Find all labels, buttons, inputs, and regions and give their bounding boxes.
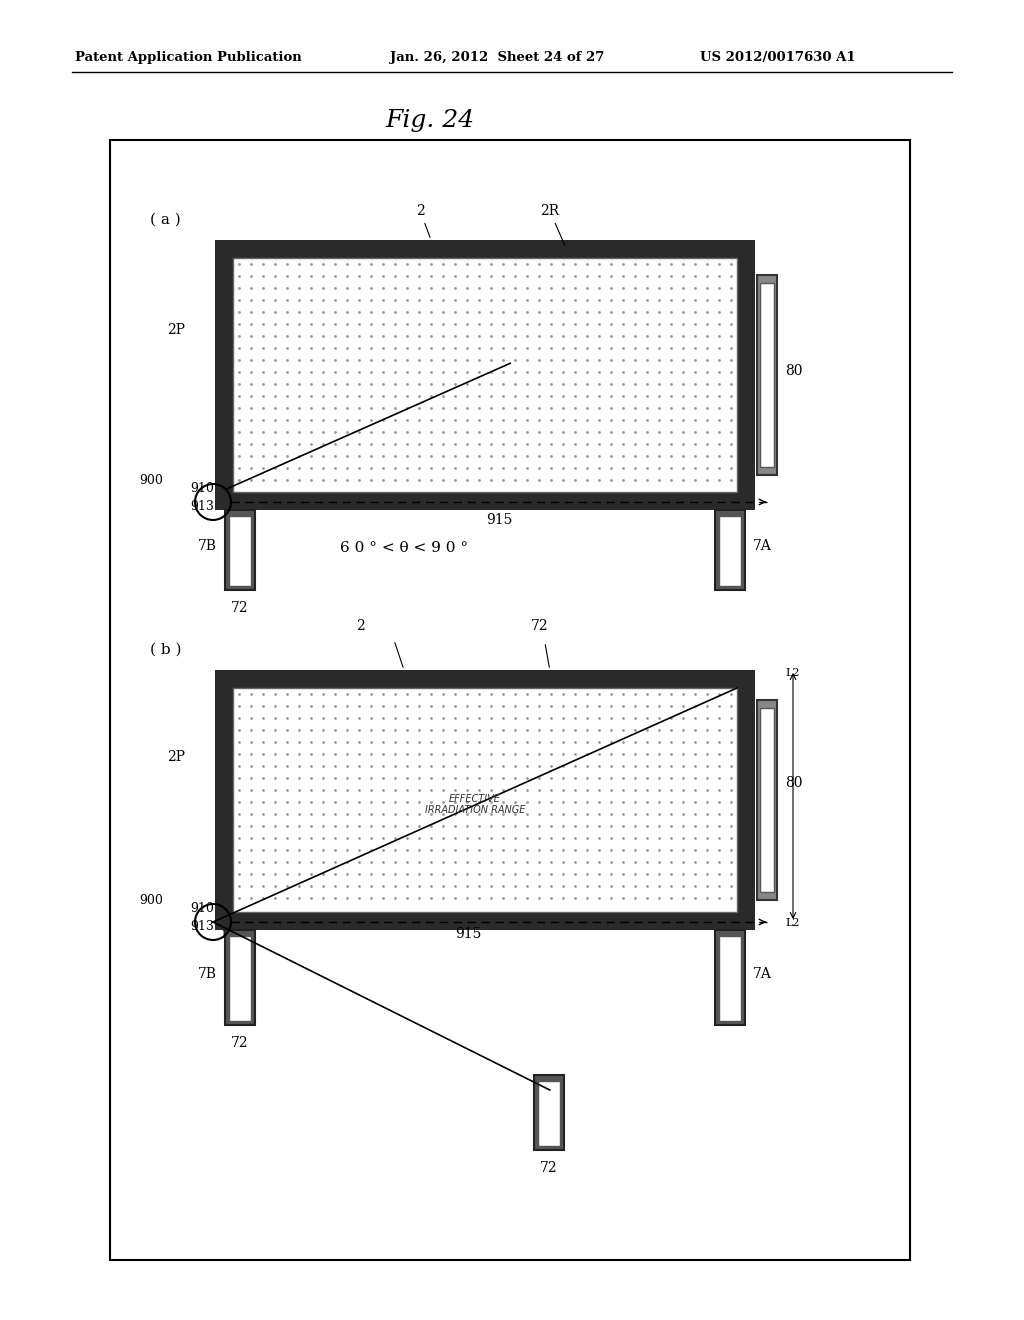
Bar — [229, 516, 251, 586]
Bar — [719, 936, 741, 1020]
Text: 2: 2 — [416, 205, 430, 238]
Bar — [757, 700, 777, 900]
Text: 7B: 7B — [198, 539, 217, 553]
Text: 7B: 7B — [198, 966, 217, 981]
Bar — [715, 931, 745, 1026]
Text: 80: 80 — [785, 776, 803, 789]
Text: 900: 900 — [139, 474, 163, 487]
Text: 72: 72 — [231, 1036, 249, 1049]
Text: Jan. 26, 2012  Sheet 24 of 27: Jan. 26, 2012 Sheet 24 of 27 — [390, 51, 604, 65]
Text: 7A: 7A — [753, 966, 772, 981]
Bar — [760, 282, 774, 467]
Text: 915: 915 — [485, 513, 512, 527]
Text: 2: 2 — [355, 619, 365, 634]
Bar — [229, 936, 251, 1020]
Text: 2P: 2P — [167, 750, 185, 764]
Bar — [719, 516, 741, 586]
Bar — [233, 688, 737, 912]
Bar — [215, 671, 755, 931]
Text: ( a ): ( a ) — [150, 213, 181, 227]
Bar — [225, 931, 255, 1026]
Bar — [760, 708, 774, 892]
Bar — [225, 510, 255, 590]
Text: US 2012/0017630 A1: US 2012/0017630 A1 — [700, 51, 856, 65]
Bar — [233, 257, 737, 492]
Text: 7A: 7A — [753, 539, 772, 553]
Bar — [110, 140, 910, 1261]
Text: L3: L3 — [221, 931, 236, 940]
Text: 6 0 ° < θ < 9 0 °: 6 0 ° < θ < 9 0 ° — [340, 541, 468, 554]
Bar — [534, 1074, 564, 1150]
Bar — [538, 1081, 560, 1146]
Text: EFFECTIVE
IRRADIATION RANGE: EFFECTIVE IRRADIATION RANGE — [425, 793, 525, 816]
Text: 2P: 2P — [167, 323, 185, 338]
Text: 915: 915 — [456, 927, 482, 941]
Text: ( b ): ( b ) — [150, 643, 181, 657]
Text: 910: 910 — [190, 902, 214, 915]
Text: 2R: 2R — [541, 205, 565, 246]
Bar — [715, 510, 745, 590]
Text: 72: 72 — [541, 1162, 558, 1175]
Text: L2: L2 — [785, 668, 800, 678]
Bar — [215, 240, 755, 510]
Text: 910: 910 — [190, 482, 214, 495]
Bar — [757, 275, 777, 475]
Text: 913: 913 — [190, 920, 214, 933]
Text: 913: 913 — [190, 500, 214, 513]
Text: 80: 80 — [785, 364, 803, 378]
Text: L2: L2 — [785, 917, 800, 928]
Text: Patent Application Publication: Patent Application Publication — [75, 51, 302, 65]
Text: 900: 900 — [139, 894, 163, 907]
Text: 72: 72 — [231, 601, 249, 615]
Text: 72: 72 — [531, 619, 549, 634]
Text: Fig. 24: Fig. 24 — [385, 108, 474, 132]
